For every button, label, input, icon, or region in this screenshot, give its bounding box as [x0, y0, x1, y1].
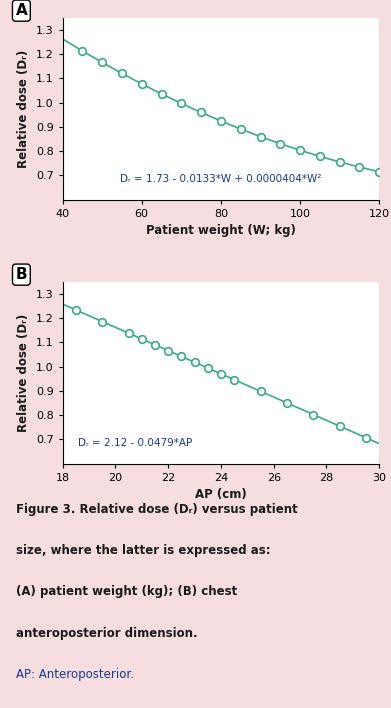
Y-axis label: Relative dose (Dᵣ): Relative dose (Dᵣ) — [17, 50, 30, 168]
Text: B: B — [16, 267, 27, 282]
Text: size, where the latter is expressed as:: size, where the latter is expressed as: — [16, 544, 270, 557]
Text: (A) patient weight (kg); (B) chest: (A) patient weight (kg); (B) chest — [16, 586, 237, 598]
X-axis label: AP (cm): AP (cm) — [195, 489, 247, 501]
Text: anteroposterior dimension.: anteroposterior dimension. — [16, 627, 197, 639]
Text: A: A — [16, 3, 27, 18]
Text: AP: Anteroposterior.: AP: Anteroposterior. — [16, 668, 134, 681]
Text: Dᵣ = 1.73 - 0.0133*W + 0.0000404*W²: Dᵣ = 1.73 - 0.0133*W + 0.0000404*W² — [120, 173, 321, 183]
X-axis label: Patient weight (W; kg): Patient weight (W; kg) — [146, 224, 296, 237]
Text: Dᵣ = 2.12 - 0.0479*AP: Dᵣ = 2.12 - 0.0479*AP — [78, 438, 193, 447]
Y-axis label: Relative dose (Dᵣ): Relative dose (Dᵣ) — [17, 314, 30, 432]
Text: Figure 3. Relative dose (Dᵣ) versus patient: Figure 3. Relative dose (Dᵣ) versus pati… — [16, 503, 298, 516]
